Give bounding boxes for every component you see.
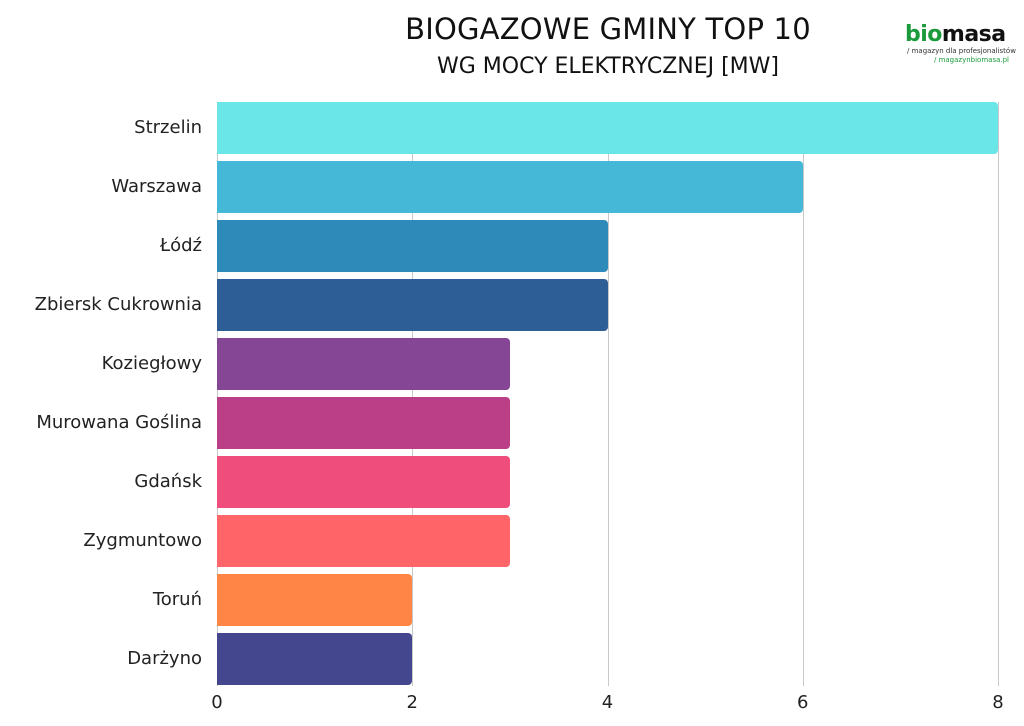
x-tick-label: 2 bbox=[406, 692, 418, 713]
gridline bbox=[998, 102, 999, 686]
category-label: Murowana Goślina bbox=[36, 412, 202, 433]
category-label: Darżyno bbox=[127, 648, 202, 669]
chart-subtitle: WG MOCY ELEKTRYCZNEJ [MW] bbox=[437, 54, 779, 79]
bar bbox=[217, 338, 510, 390]
x-tick-label: 6 bbox=[797, 692, 809, 713]
gridline bbox=[607, 102, 609, 686]
category-label: Toruń bbox=[152, 589, 202, 610]
category-label: Warszawa bbox=[111, 176, 202, 197]
bar bbox=[217, 279, 608, 331]
category-label: Koziegłowy bbox=[101, 353, 202, 374]
bar bbox=[217, 633, 413, 685]
bar bbox=[217, 161, 803, 213]
gridline bbox=[802, 102, 804, 686]
bar bbox=[217, 574, 413, 626]
biomasa-logo: biomasa / magazyn dla profesjonalistów /… bbox=[905, 24, 1017, 65]
category-label: Zygmuntowo bbox=[83, 530, 202, 551]
logo-url: / magazynbiomasa.pl bbox=[933, 56, 1009, 64]
bar bbox=[217, 102, 998, 154]
logo-wordmark: biomasa bbox=[905, 22, 1006, 47]
x-tick-label: 0 bbox=[211, 692, 223, 713]
x-tick-label: 8 bbox=[992, 692, 1004, 713]
bar bbox=[217, 456, 510, 508]
bar bbox=[217, 515, 510, 567]
bar bbox=[217, 397, 510, 449]
bar bbox=[217, 220, 608, 272]
category-label: Strzelin bbox=[134, 117, 202, 138]
category-label: Zbiersk Cukrownia bbox=[34, 294, 202, 315]
gridline bbox=[412, 102, 414, 686]
logo-tagline: / magazyn dla profesjonalistów bbox=[907, 47, 1016, 55]
plot-area bbox=[217, 102, 999, 686]
category-label: Gdańsk bbox=[134, 471, 202, 492]
chart-title: BIOGAZOWE GMINY TOP 10 bbox=[405, 12, 811, 46]
gridline bbox=[217, 102, 218, 686]
x-tick-label: 4 bbox=[601, 692, 614, 713]
category-label: Łódź bbox=[159, 235, 202, 256]
